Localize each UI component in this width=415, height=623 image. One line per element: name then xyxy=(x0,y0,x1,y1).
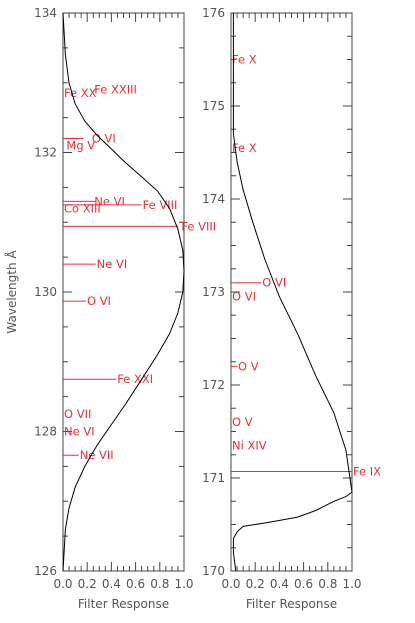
spectral-line-label: Fe XXI xyxy=(117,372,153,386)
chart-panel-left: 126 128 130 132 134 0.0 0.2 0.4 0.6 0.8 1.0 Filter … xyxy=(4,6,216,611)
spectral-line-label: Ne VII xyxy=(80,448,114,462)
y-tick-label: 170 xyxy=(202,564,225,578)
x-axis-label: Filter Response xyxy=(246,597,337,611)
spectral-line-label: O VI xyxy=(87,294,111,308)
x-tick-label: 0.0 xyxy=(221,577,240,591)
x-tick-label: 0.2 xyxy=(246,577,265,591)
y-tick-label: 130 xyxy=(34,285,57,299)
spectral-line-label: O VI xyxy=(232,290,256,304)
y-tick-label: 175 xyxy=(202,99,225,113)
y-tick-label: 173 xyxy=(202,285,225,299)
x-tick-label: 1.0 xyxy=(174,577,193,591)
filter-response-curve xyxy=(232,13,353,572)
x-tick-label: 0.8 xyxy=(318,577,337,591)
spectral-line-label: O VI xyxy=(92,132,116,146)
x-tick-label: 0.6 xyxy=(126,577,145,591)
spectral-line-label: O VII xyxy=(64,407,91,421)
y-tick-label: 126 xyxy=(34,564,57,578)
y-tick-label: 174 xyxy=(202,192,225,206)
y-tick-label: 128 xyxy=(34,425,57,439)
chart-panel-right: 170 171 172 173 174 175 176 0.0 0.2 0.4 0.6 0.8 1.0 F… xyxy=(202,6,381,611)
spectral-line-label: Fe XXIII xyxy=(94,83,137,97)
x-axis-label: Filter Response xyxy=(78,597,169,611)
x-tick-label: 0.8 xyxy=(150,577,169,591)
spectral-line-label: Mg V xyxy=(66,139,95,153)
spectral-line-label: Fe X xyxy=(232,141,257,155)
spectral-line-label: O V xyxy=(232,415,253,429)
x-tick-label: 0.6 xyxy=(294,577,313,591)
spectral-line-label: Fe X xyxy=(232,53,257,67)
y-tick-label: 176 xyxy=(202,6,225,20)
spectral-line-label: O V xyxy=(238,359,259,373)
x-tick-label: 0.2 xyxy=(78,577,97,591)
spectral-line-label: Fe VIII xyxy=(143,198,178,212)
filter-response-curve xyxy=(62,12,185,572)
x-tick-label: 0.4 xyxy=(102,577,121,591)
x-tick-label: 1.0 xyxy=(342,577,361,591)
y-tick-label: 172 xyxy=(202,378,225,392)
y-tick-label: 134 xyxy=(34,6,57,20)
spectral-line-label: Co XIII xyxy=(64,201,101,215)
spectral-line-label: Fe XX xyxy=(64,86,97,100)
spectral-line-label: Fe VIII xyxy=(181,219,216,233)
spectral-line-label: Fe IX xyxy=(353,464,381,478)
spectral-line-label: Ne VI xyxy=(97,257,128,271)
x-tick-label: 0.0 xyxy=(53,577,72,591)
y-axis-label: Wavelength Å xyxy=(4,250,19,334)
y-tick-label: 171 xyxy=(202,471,225,485)
spectral-line-label: Ni XIV xyxy=(232,438,267,452)
x-tick-label: 0.4 xyxy=(270,577,289,591)
y-tick-label: 132 xyxy=(34,146,57,160)
spectral-line-label: Ne VI xyxy=(64,425,95,439)
